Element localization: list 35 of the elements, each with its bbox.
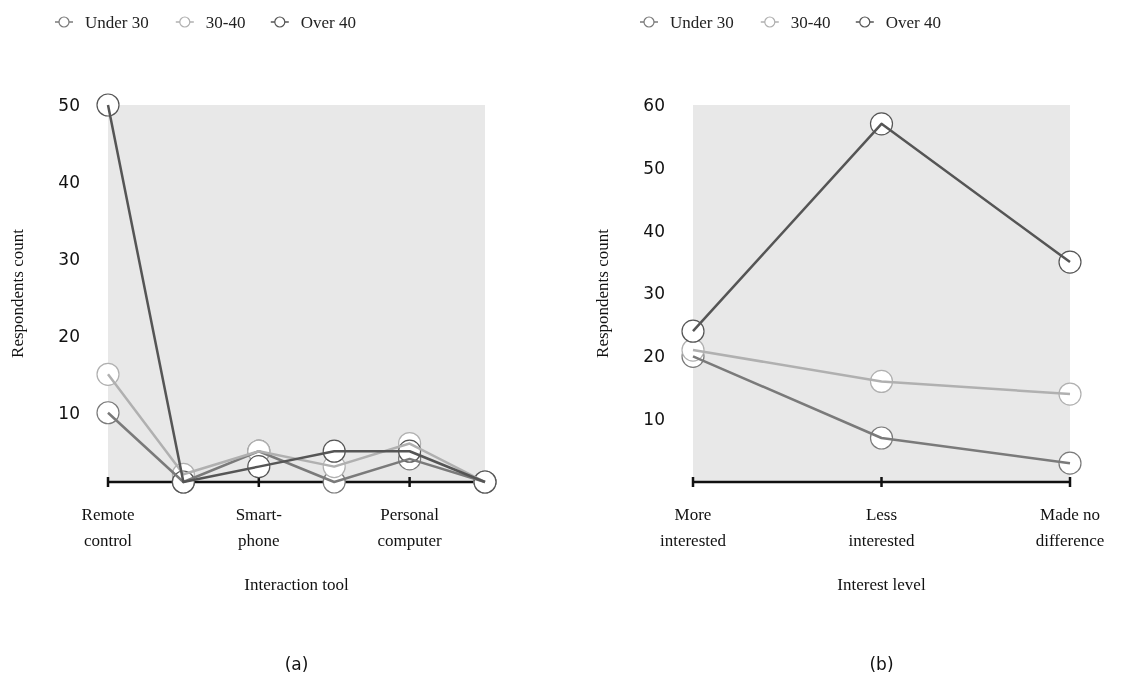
y-tick-label: 50 [58, 94, 80, 115]
point [96, 362, 120, 386]
text: (a) [284, 654, 309, 674]
point [681, 319, 705, 343]
y-tick-label: 20 [643, 346, 665, 367]
x-tick-label: Made no difference [1035, 505, 1105, 550]
point [1058, 250, 1082, 274]
point [1058, 451, 1082, 475]
legend-label: Under 30 [85, 13, 149, 32]
y-tick-label: 30 [643, 283, 665, 304]
y-tick-label: 20 [58, 325, 80, 346]
y-tick-label: 40 [643, 220, 665, 241]
x-tick-label: Personal computer [377, 505, 443, 550]
point [96, 401, 120, 425]
x-axis-title: Interaction tool [244, 575, 349, 594]
y-axis-title: Respondents count [8, 228, 27, 358]
y-tick-label: 40 [58, 171, 80, 192]
legend-label: Over 40 [300, 13, 357, 32]
legend-label: 30-40 [790, 13, 831, 32]
y-axis-title: Respondents count [593, 228, 612, 358]
y-tick-label: 30 [58, 248, 80, 269]
y-tick-label: 10 [643, 409, 665, 430]
legend-label: Under 30 [670, 13, 734, 32]
legend-label: 30-40 [205, 13, 246, 32]
y-tick-label: 50 [643, 157, 665, 178]
x-tick-label: Less interested [848, 505, 916, 550]
x-tick-label: Remote control [81, 505, 135, 550]
x-tick-label: Smart-phone [235, 505, 283, 550]
y-tick-label: 60 [643, 94, 665, 115]
x-axis-title: Interest level [837, 575, 926, 594]
point [1058, 382, 1082, 406]
x-tick-label: More interested [659, 505, 727, 550]
legend-label: Over 40 [885, 13, 942, 32]
y-tick-label: 10 [58, 402, 80, 423]
text: (b) [869, 654, 894, 674]
